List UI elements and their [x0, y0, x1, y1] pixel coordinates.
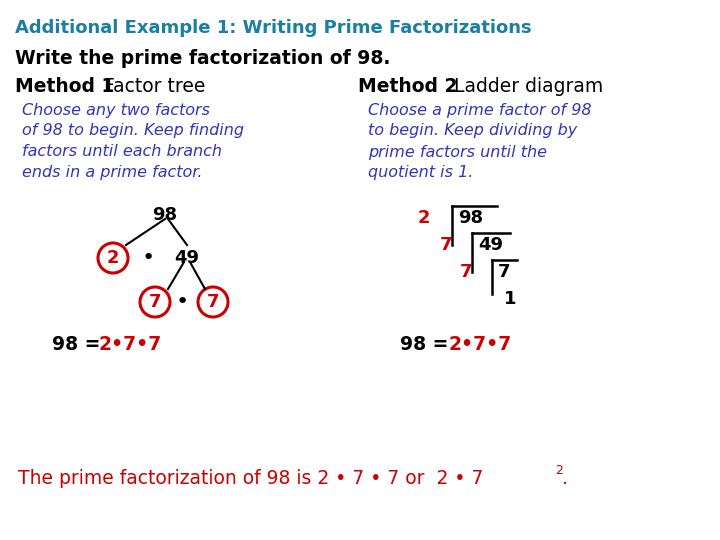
Text: 98 =: 98 = [52, 335, 107, 354]
Text: 2•7•7: 2•7•7 [448, 335, 511, 354]
Text: Write the prime factorization of 98.: Write the prime factorization of 98. [15, 49, 390, 68]
Text: .: . [562, 469, 568, 488]
Text: 49: 49 [174, 249, 199, 267]
Text: 98: 98 [458, 209, 483, 227]
Text: of 98 to begin. Keep finding: of 98 to begin. Keep finding [22, 124, 244, 138]
Text: 2: 2 [107, 249, 120, 267]
Text: 49: 49 [478, 236, 503, 254]
Text: Choose a prime factor of 98: Choose a prime factor of 98 [368, 103, 592, 118]
Text: 1: 1 [504, 290, 516, 308]
Text: factors until each branch: factors until each branch [22, 145, 222, 159]
Text: 7: 7 [439, 236, 452, 254]
Text: •: • [141, 248, 155, 268]
Text: Factor tree: Factor tree [98, 77, 205, 96]
Text: quotient is 1.: quotient is 1. [368, 165, 473, 180]
Text: 7: 7 [149, 293, 161, 311]
Text: Choose any two factors: Choose any two factors [22, 103, 210, 118]
Text: 98: 98 [153, 206, 178, 224]
Text: ends in a prime factor.: ends in a prime factor. [22, 165, 202, 180]
Text: 98 =: 98 = [400, 335, 455, 354]
Text: The prime factorization of 98 is 2 • 7 • 7 or  2 • 7: The prime factorization of 98 is 2 • 7 •… [18, 469, 483, 488]
Text: Additional Example 1: Writing Prime Factorizations: Additional Example 1: Writing Prime Fact… [15, 19, 531, 37]
Text: Method 1: Method 1 [15, 77, 114, 96]
Text: 7: 7 [459, 263, 472, 281]
Text: 2•7•7: 2•7•7 [98, 335, 161, 354]
Text: to begin. Keep dividing by: to begin. Keep dividing by [368, 124, 577, 138]
Text: Ladder diagram: Ladder diagram [448, 77, 603, 96]
Text: 7: 7 [207, 293, 220, 311]
Text: •: • [176, 292, 189, 312]
Text: 7: 7 [498, 263, 510, 281]
Text: Method 2: Method 2 [358, 77, 457, 96]
Text: prime factors until the: prime factors until the [368, 145, 547, 159]
Text: 2: 2 [418, 209, 430, 227]
Text: 2: 2 [555, 463, 563, 476]
